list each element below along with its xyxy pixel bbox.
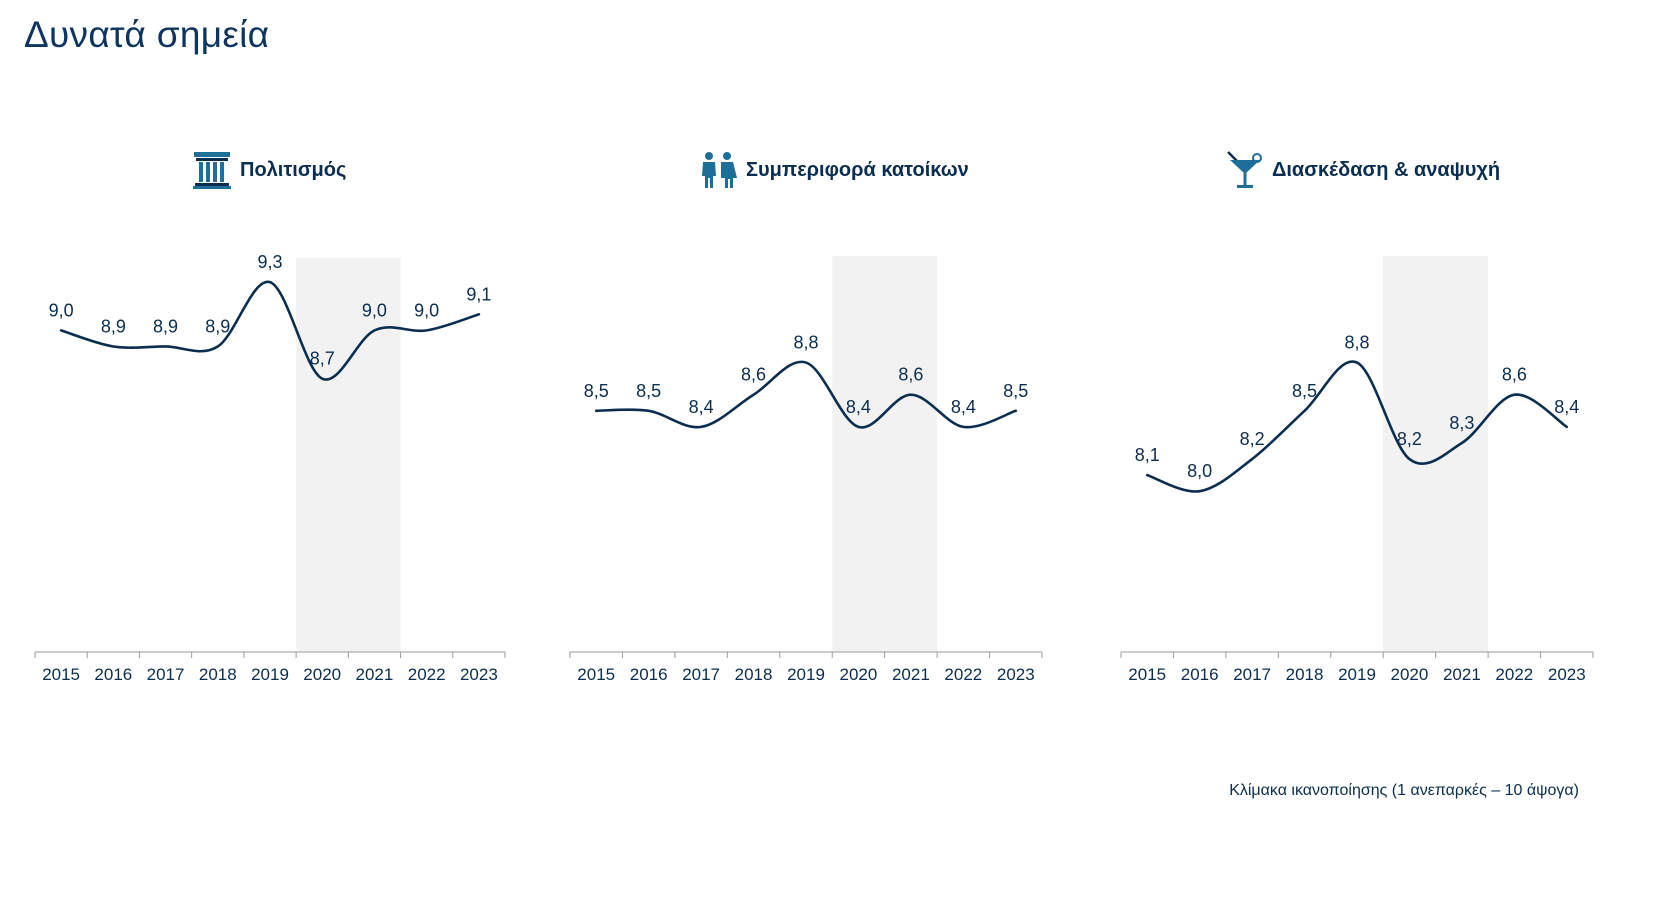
data-label: 9,0 [414, 300, 439, 320]
x-tick-label: 2019 [1338, 665, 1376, 684]
x-tick-label: 2016 [630, 665, 668, 684]
shaded-period-band [1383, 256, 1489, 652]
series-line [594, 360, 1018, 429]
data-label: 8,3 [1449, 413, 1474, 433]
x-tick-label: 2017 [147, 665, 185, 684]
data-label: 9,1 [466, 284, 491, 304]
series-line [59, 280, 481, 381]
x-tick-label: 2019 [251, 665, 289, 684]
x-tick-label: 2022 [1495, 665, 1533, 684]
chart-panel-0: 2015 2016 2017 2018 2019 2020 2021 2022 2023 9,0 8… [34, 252, 506, 684]
data-label: 8,4 [1554, 397, 1579, 417]
chart-header-entertainment: Διασκέδαση & αναψυχή [1224, 150, 1500, 190]
data-label: 8,8 [793, 333, 818, 353]
data-label: 8,8 [1344, 333, 1369, 353]
chart-panel-2: 2015 2016 2017 2018 2019 2020 2021 2022 2023 8,1 8… [1120, 256, 1594, 684]
chart-panel-1: 2015 2016 2017 2018 2019 2020 2021 2022 2023 8,5 8… [569, 256, 1043, 684]
data-label: 8,4 [689, 397, 714, 417]
data-label: 8,9 [205, 316, 230, 336]
data-label: 9,0 [49, 300, 74, 320]
x-tick-label: 2023 [997, 665, 1035, 684]
x-tick-label: 2015 [42, 665, 80, 684]
chart-header-residents: Συμπεριφορά κατοίκων [698, 150, 969, 190]
data-label: 8,5 [1003, 381, 1028, 401]
data-label: 8,5 [584, 381, 609, 401]
x-tick-label: 2018 [735, 665, 773, 684]
data-label: 8,4 [846, 397, 871, 417]
temple-column-icon [193, 152, 231, 189]
x-tick-label: 2016 [1181, 665, 1219, 684]
x-tick-label: 2018 [199, 665, 237, 684]
x-tick-label: 2021 [892, 665, 930, 684]
data-label: 8,2 [1397, 429, 1422, 449]
x-tick-label: 2018 [1286, 665, 1324, 684]
data-label: 8,0 [1187, 461, 1212, 481]
x-tick-label: 2020 [840, 665, 878, 684]
x-tick-label: 2023 [460, 665, 498, 684]
shaded-period-band [296, 258, 401, 652]
x-tick-label: 2017 [682, 665, 720, 684]
data-label: 8,5 [636, 381, 661, 401]
data-label: 8,9 [101, 316, 126, 336]
data-label: 8,6 [1502, 365, 1527, 385]
x-tick-label: 2016 [94, 665, 132, 684]
x-tick-label: 2022 [408, 665, 446, 684]
data-label: 8,5 [1292, 381, 1317, 401]
data-label: 8,1 [1135, 445, 1160, 465]
x-tick-label: 2020 [303, 665, 341, 684]
data-label: 8,9 [153, 316, 178, 336]
shaded-period-band [832, 256, 938, 652]
data-label: 8,4 [951, 397, 976, 417]
chart-title: Διασκέδαση & αναψυχή [1272, 158, 1501, 181]
data-label: 8,7 [310, 349, 335, 369]
data-label: 9,3 [257, 252, 282, 272]
data-label: 9,0 [362, 300, 387, 320]
people-icon [702, 152, 737, 188]
x-tick-label: 2015 [577, 665, 615, 684]
chart-header-culture: Πολιτισμός [192, 150, 346, 190]
data-label: 8,6 [898, 365, 923, 385]
x-tick-label: 2017 [1233, 665, 1271, 684]
x-tick-label: 2023 [1548, 665, 1586, 684]
series-line [1145, 360, 1569, 493]
data-label: 8,2 [1240, 429, 1265, 449]
x-tick-label: 2021 [1443, 665, 1481, 684]
scale-footnote: Κλίμακα ικανοποίησης (1 ανεπαρκές – 10 ά… [1229, 782, 1579, 799]
cocktail-glass-icon [1227, 151, 1262, 188]
x-tick-label: 2019 [787, 665, 825, 684]
chart-title: Πολιτισμός [240, 158, 347, 181]
page-title: Δυνατά σημεία [24, 14, 270, 55]
x-tick-label: 2022 [944, 665, 982, 684]
chart-title: Συμπεριφορά κατοίκων [746, 158, 969, 181]
data-label: 8,6 [741, 365, 766, 385]
x-tick-label: 2021 [356, 665, 394, 684]
x-tick-label: 2015 [1128, 665, 1166, 684]
x-tick-label: 2020 [1391, 665, 1429, 684]
